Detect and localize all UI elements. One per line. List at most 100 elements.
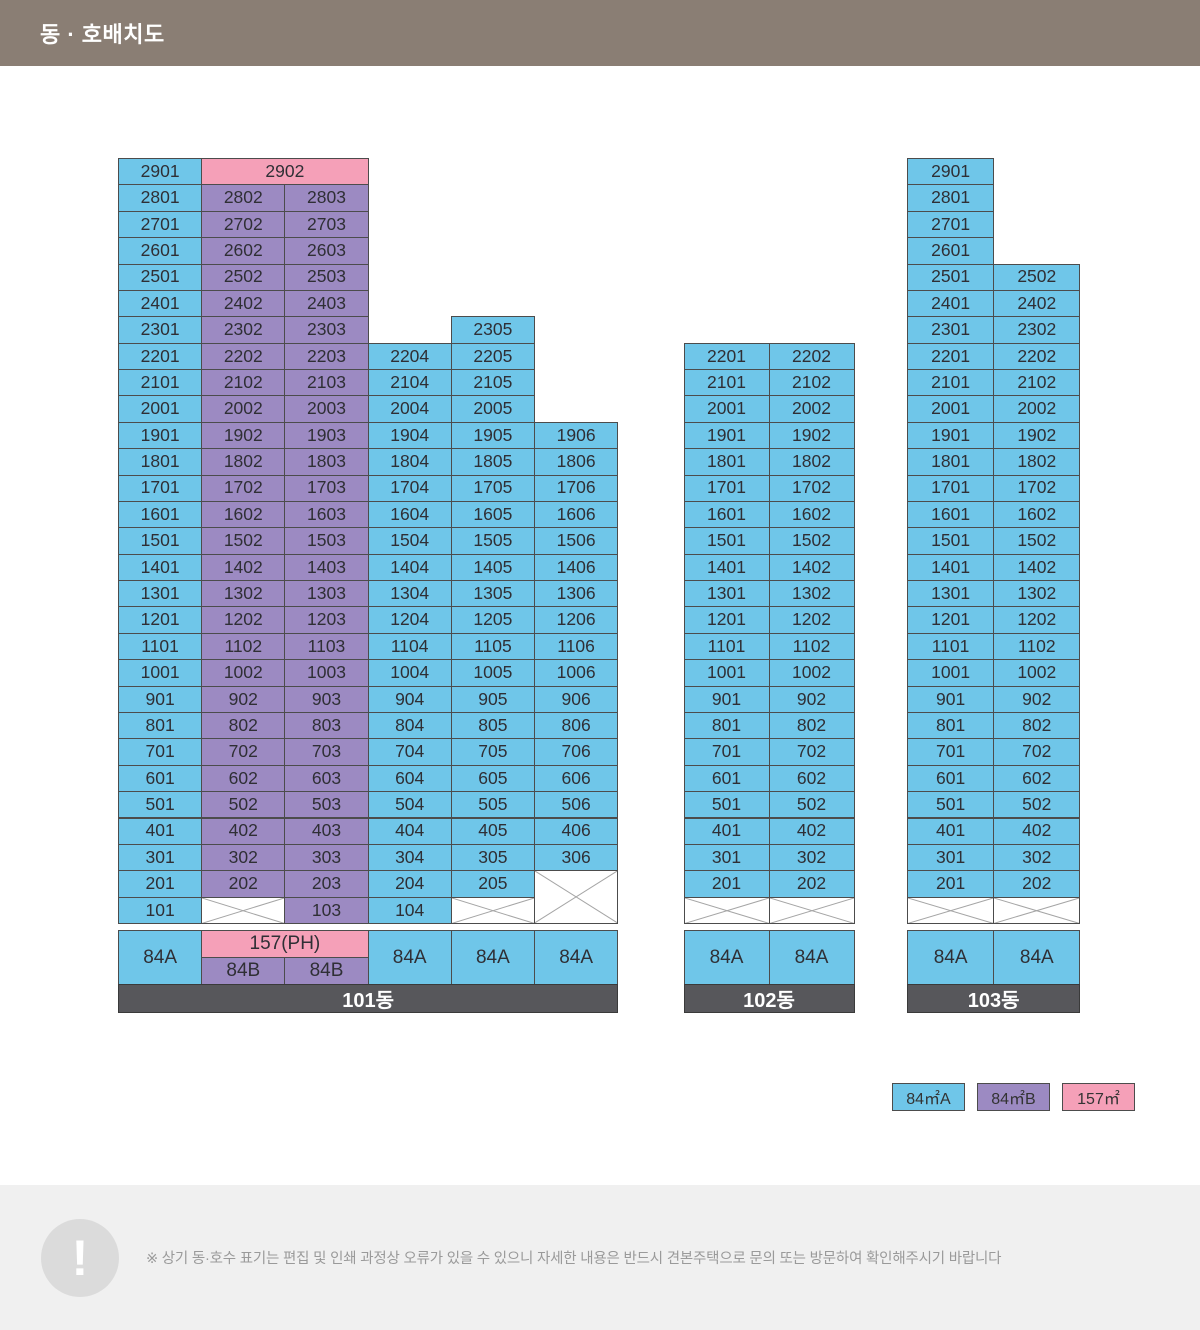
empty-cell	[768, 896, 855, 924]
unit-cell-801: 801	[683, 711, 770, 740]
unit-cell-2401: 2401	[118, 289, 203, 318]
unit-cell-1702: 1702	[201, 474, 286, 502]
unit-cell-1701: 1701	[118, 474, 203, 502]
unit-cell-1402: 1402	[768, 553, 855, 582]
unit-cell-1903: 1903	[284, 421, 369, 450]
unit-cell-2102: 2102	[768, 369, 855, 397]
unit-cell-1601: 1601	[118, 500, 203, 529]
unit-cell-603: 603	[284, 764, 369, 793]
unit-cell-2001: 2001	[907, 395, 995, 423]
unit-cell-2205: 2205	[450, 342, 535, 371]
unit-cell-1904: 1904	[367, 421, 452, 450]
unit-type-84A: 84A	[118, 929, 203, 985]
unit-cell-1505: 1505	[450, 527, 535, 555]
unit-cell-1702: 1702	[768, 474, 855, 502]
unit-cell-2503: 2503	[284, 263, 369, 291]
unit-cell-1704: 1704	[367, 474, 452, 502]
unit-cell-1402: 1402	[993, 553, 1081, 582]
unit-cell-2002: 2002	[201, 395, 286, 423]
unit-cell-1101: 1101	[683, 632, 770, 661]
unit-cell-2101: 2101	[907, 369, 995, 397]
unit-cell-1702: 1702	[993, 474, 1081, 502]
unit-cell-1701: 1701	[683, 474, 770, 502]
legend-label-84b: 84㎡B	[991, 1091, 1036, 1108]
unit-type-84B: 84B	[284, 956, 369, 985]
unit-cell-1301: 1301	[118, 580, 203, 608]
unit-cell-1601: 1601	[907, 500, 995, 529]
unit-cell-402: 402	[993, 817, 1081, 845]
unit-cell-302: 302	[201, 843, 286, 872]
unit-cell-2202: 2202	[993, 342, 1081, 371]
unit-cell-903: 903	[284, 685, 369, 713]
unit-cell-2801: 2801	[907, 184, 995, 212]
unit-cell-1401: 1401	[683, 553, 770, 582]
unit-cell-401: 401	[683, 817, 770, 845]
empty-cell	[534, 870, 619, 924]
unit-cell-1502: 1502	[993, 527, 1081, 555]
unit-cell-2202: 2202	[768, 342, 855, 371]
unit-cell-802: 802	[993, 711, 1081, 740]
unit-cell-2005: 2005	[450, 395, 535, 423]
unit-cell-1203: 1203	[284, 606, 369, 634]
unit-cell-1001: 1001	[683, 659, 770, 687]
unit-cell-1401: 1401	[907, 553, 995, 582]
unit-cell-602: 602	[993, 764, 1081, 793]
unit-cell-305: 305	[450, 843, 535, 872]
unit-cell-1705: 1705	[450, 474, 535, 502]
unit-cell-2402: 2402	[993, 289, 1081, 318]
unit-cell-1404: 1404	[367, 553, 452, 582]
unit-cell-1003: 1003	[284, 659, 369, 687]
unit-cell-2801: 2801	[118, 184, 203, 212]
empty-cell	[683, 896, 770, 924]
unit-cell-801: 801	[118, 711, 203, 740]
unit-cell-1205: 1205	[450, 606, 535, 634]
unit-cell-1806: 1806	[534, 448, 619, 476]
unit-cell-701: 701	[907, 738, 995, 766]
unit-cell-1006: 1006	[534, 659, 619, 687]
unit-cell-1403: 1403	[284, 553, 369, 582]
unit-type-84A: 84A	[450, 929, 535, 985]
unit-cell-201: 201	[683, 870, 770, 898]
unit-cell-301: 301	[118, 843, 203, 872]
building-102동: 2201 2101 2001 1901 1801 1701 1601 1501 1401 1301…	[683, 158, 855, 1013]
unit-cell-503: 503	[284, 791, 369, 819]
unit-cell-606: 606	[534, 764, 619, 793]
unit-cell-702: 702	[993, 738, 1081, 766]
legend-label-84a: 84㎡A	[906, 1091, 951, 1108]
unit-cell-1101: 1101	[118, 632, 203, 661]
unit-cell-2803: 2803	[284, 184, 369, 212]
unit-cell-702: 702	[201, 738, 286, 766]
unit-cell-101: 101	[118, 896, 203, 924]
unit-cell-301: 301	[683, 843, 770, 872]
empty-cell	[450, 896, 535, 924]
unit-cell-2103: 2103	[284, 369, 369, 397]
unit-cell-2601: 2601	[907, 237, 995, 265]
unit-cell-1001: 1001	[118, 659, 203, 687]
unit-cell-1804: 1804	[367, 448, 452, 476]
unit-cell-1102: 1102	[993, 632, 1081, 661]
unit-cell-2203: 2203	[284, 342, 369, 371]
unit-cell-1301: 1301	[907, 580, 995, 608]
unit-cell-2002: 2002	[768, 395, 855, 423]
unit-cell-201: 201	[118, 870, 203, 898]
exclamation-icon: !	[41, 1218, 119, 1297]
unit-cell-1902: 1902	[768, 421, 855, 450]
unit-cell-902: 902	[993, 685, 1081, 713]
unit-cell-1104: 1104	[367, 632, 452, 661]
unit-cell-1502: 1502	[768, 527, 855, 555]
unit-cell-1501: 1501	[683, 527, 770, 555]
unit-cell-1302: 1302	[201, 580, 286, 608]
unit-cell-306: 306	[534, 843, 619, 872]
unit-cell-703: 703	[284, 738, 369, 766]
unit-cell-402: 402	[201, 817, 286, 845]
unit-cell-2301: 2301	[118, 316, 203, 344]
unit-cell-1202: 1202	[768, 606, 855, 634]
unit-cell-1106: 1106	[534, 632, 619, 661]
unit-cell-601: 601	[683, 764, 770, 793]
unit-cell-1701: 1701	[907, 474, 995, 502]
unit-cell-1801: 1801	[683, 448, 770, 476]
unit-cell-1005: 1005	[450, 659, 535, 687]
unit-cell-602: 602	[768, 764, 855, 793]
unit-cell-2502: 2502	[993, 263, 1081, 291]
unit-cell-802: 802	[768, 711, 855, 740]
